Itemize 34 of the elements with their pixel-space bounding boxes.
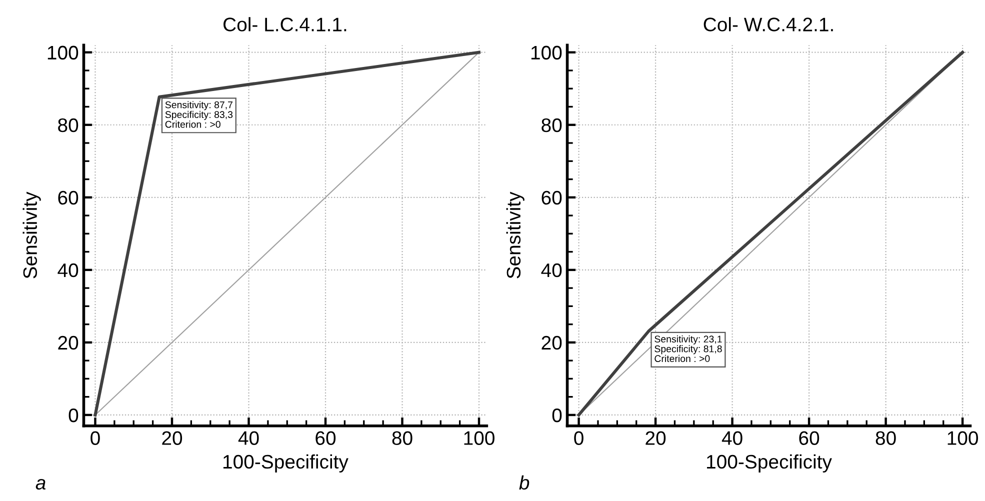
y-tick-label: 80 <box>542 118 562 132</box>
y-axis-title: Sensitivity <box>22 192 41 278</box>
text: b <box>519 475 530 490</box>
y-tick-label: 40 <box>58 263 78 278</box>
y-tick-label: 100 <box>48 46 78 60</box>
y-tick-label: 100 <box>531 46 562 60</box>
chart-title: Col- L.C.4.1.1. <box>224 17 346 32</box>
x-tick-label: 0 <box>90 431 100 445</box>
y-tick-label: 60 <box>542 190 562 205</box>
x-axis-title: 100-Specificity <box>223 454 348 473</box>
x-tick-label: 60 <box>799 431 820 445</box>
annotation: Sensitivity: 87,7 Specificity: 83,3 Criterion : >0 <box>165 101 233 128</box>
x-tick-label: 80 <box>876 431 896 445</box>
annotation: Sensitivity: 23,1 Specificity: 81,8 Criterion : >0 <box>654 335 722 362</box>
y-tick-label: 0 <box>68 408 78 422</box>
x-tick-label: 40 <box>722 431 742 445</box>
x-tick-label: 20 <box>162 431 182 445</box>
y-axis-title: Sensitivity <box>506 192 524 278</box>
y-tick-label: 60 <box>58 190 78 205</box>
y-tick-label: 20 <box>58 336 78 350</box>
y-tick-label: 40 <box>541 263 562 278</box>
text: a <box>36 478 46 490</box>
x-tick-label: 20 <box>646 431 666 445</box>
x-tick-label: 100 <box>948 431 978 445</box>
x-tick-label: 60 <box>316 431 336 445</box>
x-tick-label: 0 <box>574 431 584 445</box>
x-axis-title: 100-Specificity <box>707 454 832 473</box>
x-tick-label: 40 <box>238 431 259 445</box>
chart-title: Col- W.C.4.2.1. <box>704 17 833 32</box>
x-tick-label: 80 <box>392 431 412 445</box>
x-tick-label: 100 <box>464 431 494 445</box>
y-tick-label: 20 <box>542 336 562 350</box>
y-tick-label: 80 <box>58 118 78 132</box>
y-tick-label: 0 <box>552 408 562 422</box>
